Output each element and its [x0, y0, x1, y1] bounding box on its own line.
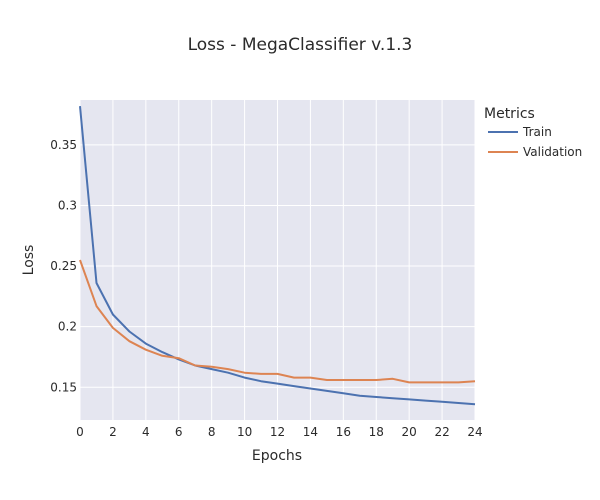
- y-tick-label: 0.15: [50, 380, 77, 394]
- x-tick-label: 4: [142, 425, 150, 439]
- x-tick-label: 24: [467, 425, 482, 439]
- x-tick-label: 2: [109, 425, 117, 439]
- x-tick-label: 20: [402, 425, 417, 439]
- y-tick-label: 0.25: [50, 259, 77, 273]
- legend-label-validation: Validation: [523, 145, 582, 159]
- legend-label-train: Train: [522, 125, 552, 139]
- y-tick-labels: 0.15 0.2 0.25 0.3 0.35: [50, 138, 77, 394]
- x-tick-label: 16: [336, 425, 351, 439]
- x-tick-label: 18: [369, 425, 384, 439]
- series-line-validation: [79, 259, 476, 384]
- x-axis-title: Epochs: [252, 448, 302, 464]
- legend: Metrics Train Validation: [484, 106, 582, 159]
- x-tick-label: 8: [208, 425, 216, 439]
- x-tick-label: 14: [303, 425, 318, 439]
- series-line-train: [79, 106, 476, 406]
- y-tick-label: 0.3: [58, 198, 77, 212]
- legend-title: Metrics: [484, 106, 535, 122]
- x-tick-label: 0: [76, 425, 84, 439]
- x-tick-label: 6: [175, 425, 183, 439]
- x-tick-label: 22: [434, 425, 449, 439]
- y-axis-title: Loss: [21, 245, 37, 276]
- gridlines: [79, 100, 476, 420]
- series-lines: [79, 106, 476, 406]
- x-tick-labels: 0 2 4 6 8 10 12 14 16 18 20 22 24: [76, 425, 482, 439]
- x-tick-label: 12: [270, 425, 285, 439]
- y-tick-label: 0.2: [58, 320, 77, 334]
- chart-title: Loss - MegaClassifier v.1.3: [188, 35, 413, 55]
- x-tick-label: 10: [237, 425, 252, 439]
- y-tick-label: 0.35: [50, 138, 77, 152]
